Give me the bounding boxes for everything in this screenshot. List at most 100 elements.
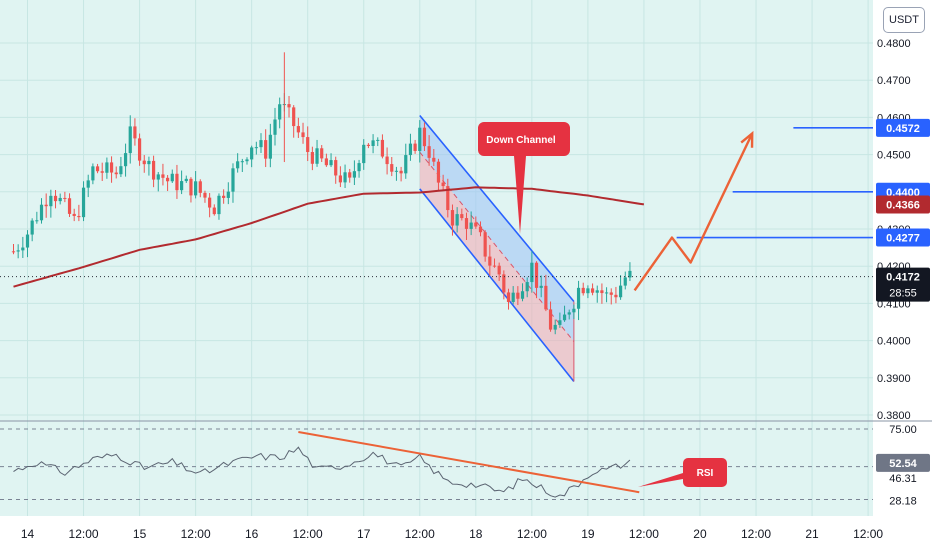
time-tick-label: 12:00 (629, 527, 659, 541)
candle-body (357, 163, 361, 172)
candle-body (562, 314, 567, 321)
rsi-line (13, 446, 631, 498)
time-tick-label: 12:00 (293, 527, 323, 541)
candle-body (142, 160, 146, 165)
time-tick-label: 12:00 (69, 527, 99, 541)
candle-body (614, 294, 618, 298)
candle-body (128, 126, 132, 154)
candle-body (618, 285, 623, 298)
candle-body (525, 282, 529, 292)
time-tick-label: 20 (693, 527, 707, 541)
candle-body (343, 172, 347, 183)
candle-body (348, 172, 352, 178)
rsi-tick-label: 28.18 (889, 496, 917, 508)
rsi-trendline (298, 431, 640, 494)
price-tick-label: 0.3800 (877, 410, 911, 422)
candle-body (390, 164, 394, 172)
rsi-axis: 75.00 52.54 46.31 28.18 (876, 424, 930, 508)
candle-body (91, 166, 95, 181)
candle-body (464, 218, 469, 229)
candle-body (408, 143, 413, 156)
candle-body (567, 312, 571, 315)
candle-body (16, 250, 20, 252)
candle-body (53, 195, 58, 202)
candle-body (502, 274, 506, 293)
time-axis-panel (0, 516, 873, 550)
candle-body (175, 173, 179, 191)
candle-body (184, 178, 188, 182)
price-tick-label: 0.4800 (877, 38, 911, 50)
rsi-callout-shape (638, 458, 727, 487)
candle-body (474, 222, 478, 227)
candle-body (49, 195, 53, 207)
candle-body (306, 137, 310, 153)
candle-body (39, 204, 44, 221)
candle-body (404, 155, 408, 174)
time-axis: 14 12:00 15 12:00 16 12:00 17 12:00 18 12:00 19 12:… (21, 527, 884, 541)
price-tick-label: 0.4500 (877, 150, 911, 162)
candle-body (352, 171, 356, 178)
candle-body (301, 132, 305, 138)
countdown-label: 28:55 (889, 288, 917, 300)
candle-body (245, 159, 249, 162)
candle-body (180, 181, 184, 191)
candle-body (119, 166, 123, 175)
currency-button[interactable]: USDT (883, 7, 925, 33)
channel-lower-line (419, 188, 575, 383)
candle-body (114, 172, 118, 175)
time-tick-label: 19 (581, 527, 595, 541)
candle-body (170, 173, 174, 182)
candle-body (203, 192, 207, 198)
price-tick-label: 0.3900 (877, 373, 911, 385)
candle-body (334, 160, 338, 176)
time-tick-label: 16 (245, 527, 259, 541)
rsi-tick-label: 46.31 (889, 473, 917, 485)
last-price-label: 0.4172 (886, 272, 920, 284)
candle-body (338, 175, 342, 183)
candle-body (460, 214, 464, 219)
candle-body (530, 262, 534, 283)
candle-body (399, 170, 403, 174)
candle-body (315, 148, 319, 164)
time-tick-label: 12:00 (853, 527, 883, 541)
candle-body (595, 290, 599, 293)
price-tag (876, 228, 930, 247)
rsi-value-tag (876, 453, 930, 472)
candle-body (432, 157, 436, 162)
candle-body (273, 119, 277, 135)
candle-body (511, 292, 515, 302)
candle-body (544, 285, 548, 310)
time-tick-label: 12:00 (741, 527, 771, 541)
candle-body (497, 265, 501, 275)
candle-body (63, 197, 67, 199)
candle-body (436, 161, 441, 183)
candle-body (95, 166, 100, 172)
candle-body (366, 144, 371, 146)
time-tick-label: 14 (21, 527, 35, 541)
time-tick-label: 15 (133, 527, 147, 541)
time-tick-label: 12:00 (517, 527, 547, 541)
candle-body (324, 158, 328, 166)
candle-body (310, 152, 314, 164)
channel-upper-line (419, 115, 575, 303)
candle-body (35, 220, 39, 222)
candle-body (254, 147, 258, 149)
candle-body (362, 144, 366, 164)
candle-body (198, 181, 202, 193)
rsi-value-label: 52.54 (889, 458, 917, 470)
candle-body (469, 222, 473, 229)
moving-average-line (13, 186, 645, 288)
price-tag-label: 0.4366 (886, 199, 920, 211)
candle-body (376, 139, 380, 141)
candle-body (81, 187, 86, 218)
channel-midline (419, 151, 575, 342)
candles (11, 93, 632, 335)
rsi-pane: RSI (0, 428, 873, 500)
candle-body (371, 140, 375, 146)
candle-body (604, 292, 609, 294)
candle-body (21, 247, 25, 251)
candle-body (539, 285, 543, 288)
candle-body (427, 146, 431, 158)
candle-body (548, 309, 553, 330)
